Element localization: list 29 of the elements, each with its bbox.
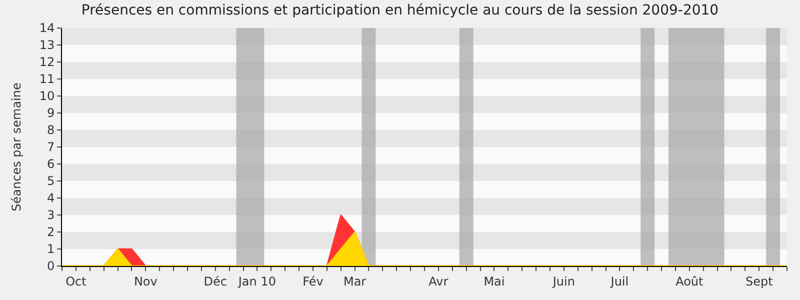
x-tick-label: Fév: [302, 274, 324, 288]
x-tick-label: Mai: [484, 274, 505, 288]
x-tick-label: Déc: [204, 274, 227, 288]
x-tick-label: Mar: [343, 274, 366, 288]
x-tick-label: Jan 10: [237, 274, 276, 288]
y-tick-label: 3: [46, 208, 55, 222]
y-tick-label: 6: [46, 157, 55, 172]
y-tick-label: 2: [46, 225, 55, 240]
y-tick-label: 9: [46, 106, 55, 120]
y-tick-label: 4: [46, 191, 55, 206]
y-tick-label: 0: [46, 259, 55, 274]
x-tick-label: Nov: [134, 274, 158, 288]
y-tick-label: 14: [39, 21, 55, 36]
y-tick-label: 13: [39, 38, 55, 52]
y-tick-label: 12: [39, 55, 55, 70]
x-tick-label: Sept: [745, 274, 774, 288]
y-tick-label: 11: [39, 72, 55, 86]
chart-title: Présences en commissions et participation en hémicycle au cours de la session 2009-2010: [81, 2, 719, 18]
x-tick-label: Juil: [610, 274, 629, 288]
x-tick-label: Juin: [552, 274, 575, 288]
y-tick-label: 8: [46, 123, 55, 138]
x-tick-label: Oct: [66, 274, 87, 288]
y-axis-title: Séances par semaine: [10, 82, 24, 212]
y-tick-label: 5: [46, 174, 55, 188]
y-tick-label: 10: [39, 89, 55, 104]
x-tick-label: Avr: [428, 274, 448, 288]
y-tick-label: 7: [46, 140, 55, 154]
y-tick-label: 1: [46, 242, 55, 256]
x-tick-label: Août: [676, 274, 704, 288]
